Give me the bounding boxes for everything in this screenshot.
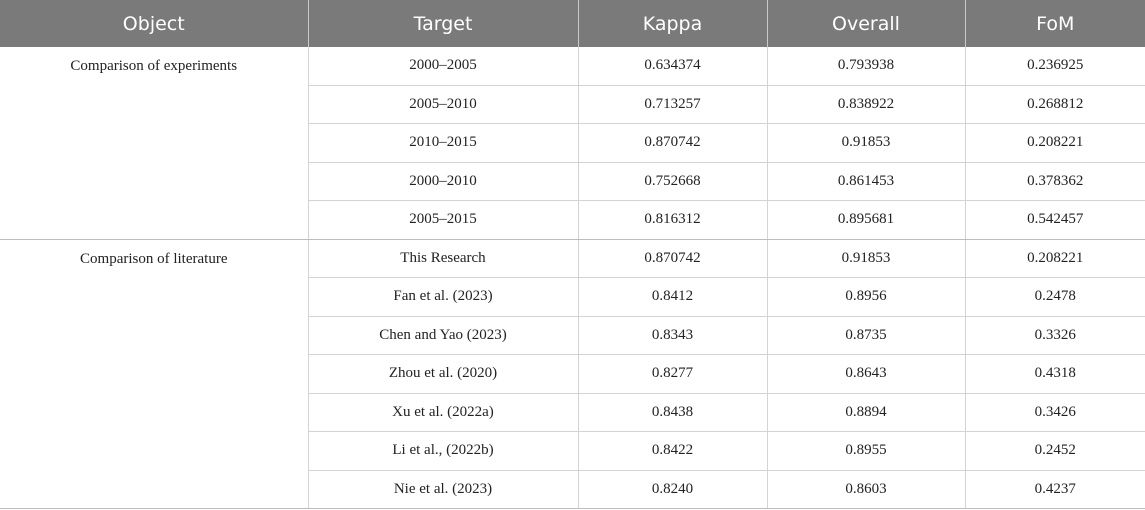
table-row: 2005–2010 0.713257 0.838922 0.268812 <box>0 85 1145 124</box>
table-row: Li et al., (2022b) 0.8422 0.8955 0.2452 <box>0 431 1145 471</box>
cell-kappa: 0.870742 <box>578 123 768 163</box>
cell-kappa: 0.752668 <box>578 162 768 201</box>
cell-overall: 0.8735 <box>767 316 966 355</box>
table-row: Comparison of literature This Research 0… <box>0 239 1145 509</box>
cell-overall: 0.793938 <box>767 47 966 86</box>
cell-overall: 0.8956 <box>767 277 966 317</box>
group-label-experiments: Comparison of experiments <box>0 47 309 240</box>
cell-fom: 0.4237 <box>965 470 1145 509</box>
cell-fom: 0.208221 <box>965 239 1145 278</box>
cell-overall: 0.861453 <box>767 162 966 201</box>
cell-overall: 0.8643 <box>767 354 966 394</box>
cell-kappa: 0.816312 <box>578 200 768 240</box>
cell-target: 2000–2005 <box>308 47 579 86</box>
cell-target: This Research <box>308 239 579 278</box>
cell-target: Nie et al. (2023) <box>308 470 579 509</box>
cell-fom: 0.208221 <box>965 123 1145 163</box>
cell-kappa: 0.8277 <box>578 354 768 394</box>
cell-kappa: 0.634374 <box>578 47 768 86</box>
cell-target: Zhou et al. (2020) <box>308 354 579 394</box>
cell-target: Li et al., (2022b) <box>308 431 579 471</box>
cell-target: Fan et al. (2023) <box>308 277 579 317</box>
cell-kappa: 0.8438 <box>578 393 768 432</box>
cell-target: 2010–2015 <box>308 123 579 163</box>
cell-fom: 0.4318 <box>965 354 1145 394</box>
cell-fom: 0.378362 <box>965 162 1145 201</box>
group-label-literature: Comparison of literature <box>0 239 309 509</box>
cell-target: 2005–2015 <box>308 200 579 240</box>
table-row: Xu et al. (2022a) 0.8438 0.8894 0.3426 <box>0 393 1145 432</box>
table-row: Nie et al. (2023) 0.8240 0.8603 0.4237 <box>0 470 1145 509</box>
cell-kappa: 0.8240 <box>578 470 768 509</box>
cell-kappa: 0.8412 <box>578 277 768 317</box>
table-row: Zhou et al. (2020) 0.8277 0.8643 0.4318 <box>0 354 1145 394</box>
table-header-row: Object Target Kappa Overall FoM <box>0 0 1145 47</box>
cell-fom: 0.2478 <box>965 277 1145 317</box>
cell-fom: 0.236925 <box>965 47 1145 86</box>
cell-target: Chen and Yao (2023) <box>308 316 579 355</box>
cell-kappa: 0.713257 <box>578 85 768 124</box>
cell-target: 2000–2010 <box>308 162 579 201</box>
cell-overall: 0.91853 <box>767 123 966 163</box>
cell-fom: 0.2452 <box>965 431 1145 471</box>
header-object: Object <box>0 0 309 47</box>
cell-overall: 0.8894 <box>767 393 966 432</box>
cell-target: Xu et al. (2022a) <box>308 393 579 432</box>
cell-kappa: 0.8343 <box>578 316 768 355</box>
cell-kappa: 0.870742 <box>578 239 768 278</box>
cell-fom: 0.542457 <box>965 200 1145 240</box>
header-fom: FoM <box>965 0 1145 47</box>
table-row: Comparison of experiments 2000–2005 0.63… <box>0 47 1145 240</box>
cell-overall: 0.8603 <box>767 470 966 509</box>
cell-target: 2005–2010 <box>308 85 579 124</box>
cell-kappa: 0.8422 <box>578 431 768 471</box>
cell-overall: 0.91853 <box>767 239 966 278</box>
cell-overall: 0.838922 <box>767 85 966 124</box>
table-row: 2000–2010 0.752668 0.861453 0.378362 <box>0 162 1145 201</box>
cell-fom: 0.268812 <box>965 85 1145 124</box>
table-row: 2010–2015 0.870742 0.91853 0.208221 <box>0 123 1145 163</box>
table-row: Fan et al. (2023) 0.8412 0.8956 0.2478 <box>0 277 1145 317</box>
table-row: Chen and Yao (2023) 0.8343 0.8735 0.3326 <box>0 316 1145 355</box>
cell-overall: 0.8955 <box>767 431 966 471</box>
cell-fom: 0.3326 <box>965 316 1145 355</box>
table-row: 2005–2015 0.816312 0.895681 0.542457 <box>0 200 1145 240</box>
header-overall: Overall <box>767 0 966 47</box>
header-kappa: Kappa <box>578 0 768 47</box>
header-target: Target <box>308 0 579 47</box>
cell-fom: 0.3426 <box>965 393 1145 432</box>
cell-overall: 0.895681 <box>767 200 966 240</box>
